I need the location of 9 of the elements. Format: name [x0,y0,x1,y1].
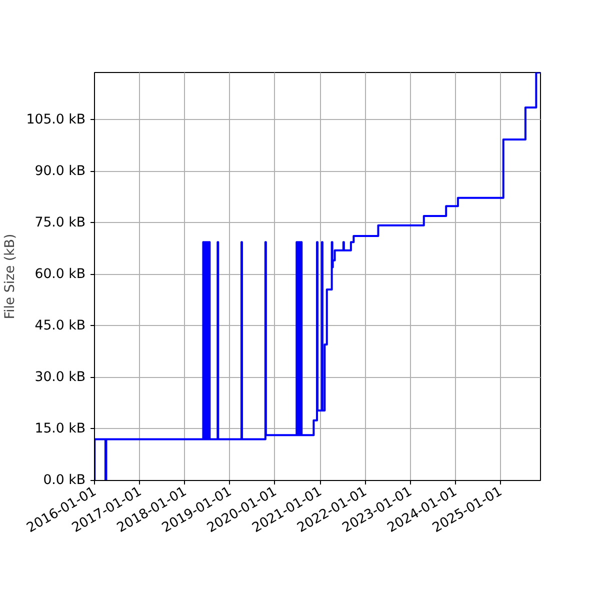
y-tick-label: 60.0 kB [34,266,86,282]
y-tick-label: 90.0 kB [34,164,86,179]
y-tick-label: 45.0 kB [34,318,86,334]
y-tick-label: 30.0 kB [34,370,86,385]
y-tick-label: 105.0 kB [26,112,86,128]
y-axis-title: File Size (kB) [3,234,18,320]
y-tick-label: 15.0 kB [34,421,86,436]
y-tick-label: 75.0 kB [34,215,86,230]
y-tick-label: 0.0 kB [43,473,86,488]
